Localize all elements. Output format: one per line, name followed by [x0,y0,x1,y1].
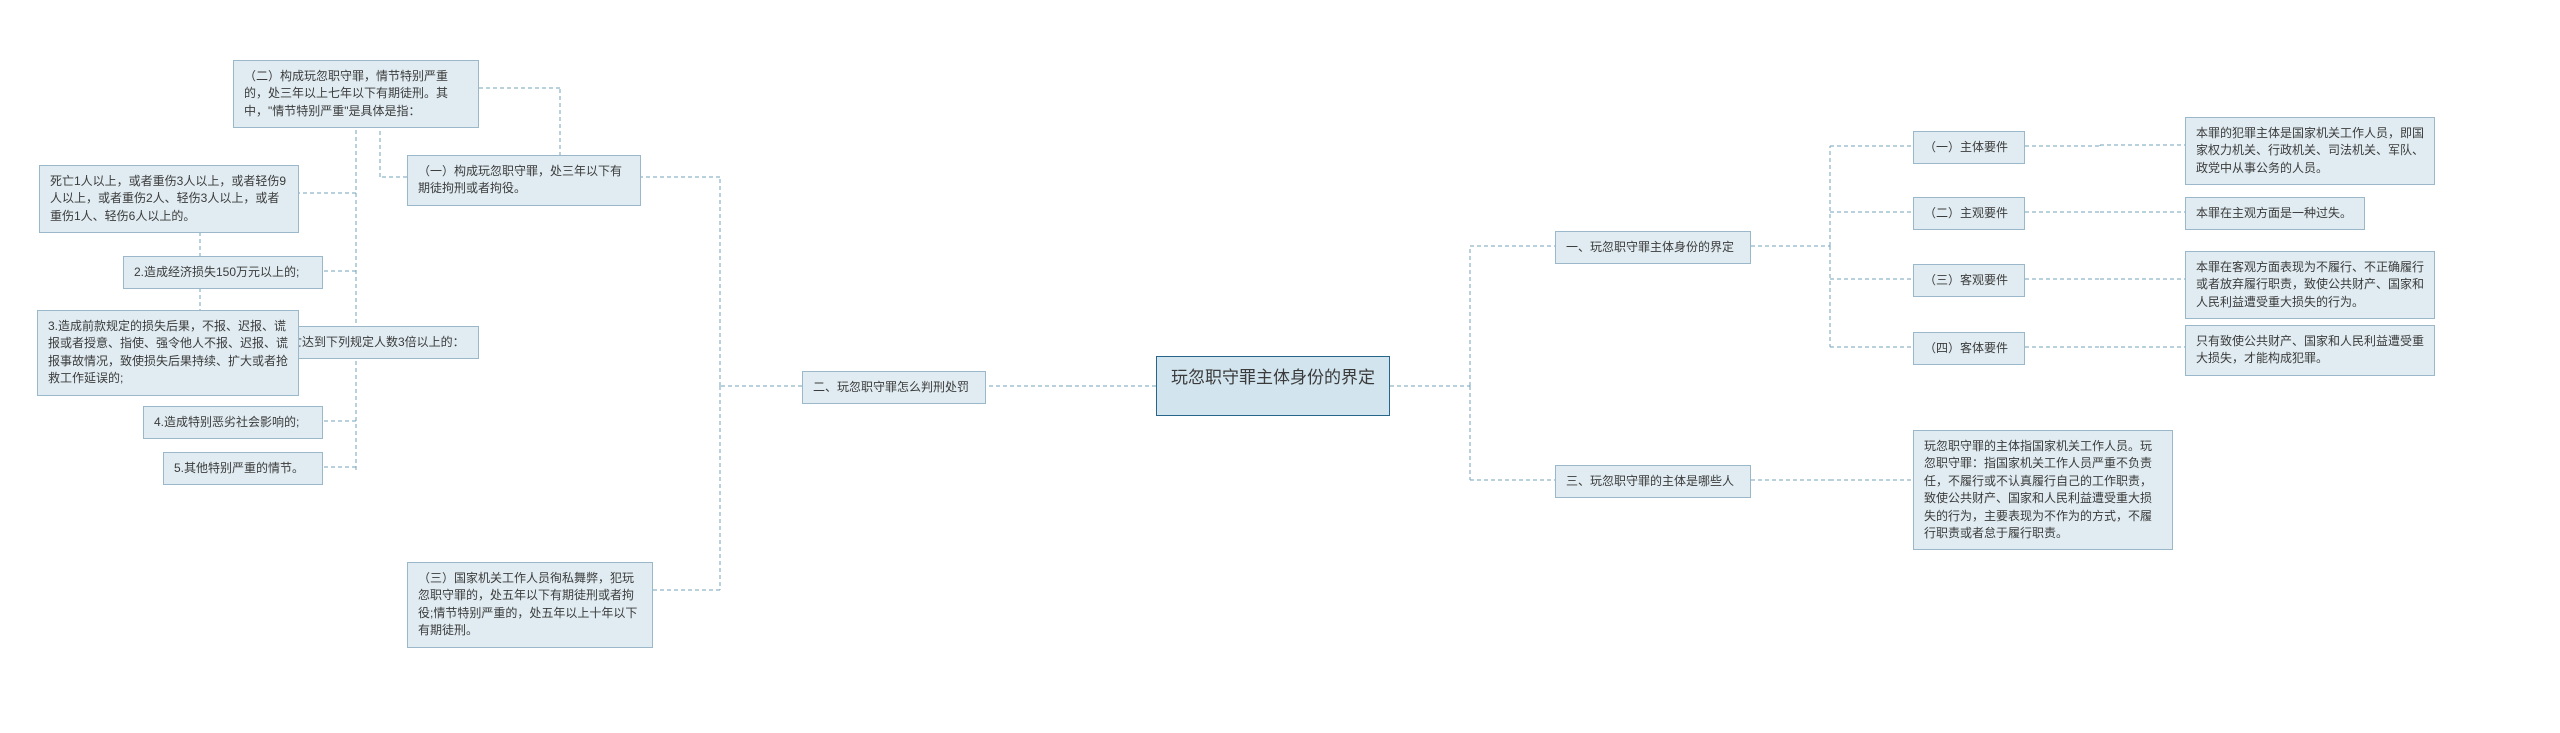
branch-1-1: （一）主体要件 [1913,131,2025,164]
branch-1-4: （四）客体要件 [1913,332,2025,365]
branch-2-c7: 5.其他特别严重的情节。 [163,452,323,485]
branch-2-c2: （二）构成玩忽职守罪，情节特别严重的，处三年以上七年以下有期徒刑。其中，"情节特… [233,60,479,128]
branch-3-leaf: 玩忽职守罪的主体指国家机关工作人员。玩忽职守罪：指国家机关工作人员严重不负责任，… [1913,430,2173,550]
branch-1-4-leaf: 只有致使公共财产、国家和人民利益遭受重大损失，才能构成犯罪。 [2185,325,2435,376]
branch-3: 三、玩忽职守罪的主体是哪些人 [1555,465,1751,498]
root-node: 玩忽职守罪主体身份的界定 [1156,356,1390,416]
branch-2-c6: 4.造成特别恶劣社会影响的; [143,406,323,439]
branch-2-c4: 2.造成经济损失150万元以上的; [123,256,323,289]
branch-2-c3-leaf: 死亡1人以上，或者重伤3人以上，或者轻伤9人以上，或者重伤2人、轻伤3人以上，或… [39,165,299,233]
branch-2: 二、玩忽职守罪怎么判刑处罚 [802,371,986,404]
branch-1-2: （二）主观要件 [1913,197,2025,230]
branch-2-c5: 3.造成前款规定的损失后果，不报、迟报、谎报或者授意、指使、强令他人不报、迟报、… [37,310,299,396]
branch-2-c8: （三）国家机关工作人员徇私舞弊，犯玩忽职守罪的，处五年以下有期徒刑或者拘役;情节… [407,562,653,648]
branch-2-c1: （一）构成玩忽职守罪，处三年以下有期徒拘刑或者拘役。 [407,155,641,206]
branch-1: 一、玩忽职守罪主体身份的界定 [1555,231,1751,264]
branch-1-3: （三）客观要件 [1913,264,2025,297]
branch-1-1-leaf: 本罪的犯罪主体是国家机关工作人员，即国家权力机关、行政机关、司法机关、军队、政党… [2185,117,2435,185]
branch-1-3-leaf: 本罪在客观方面表现为不履行、不正确履行或者放弃履行职责，致使公共财产、国家和人民… [2185,251,2435,319]
branch-1-2-leaf: 本罪在主观方面是一种过失。 [2185,197,2365,230]
